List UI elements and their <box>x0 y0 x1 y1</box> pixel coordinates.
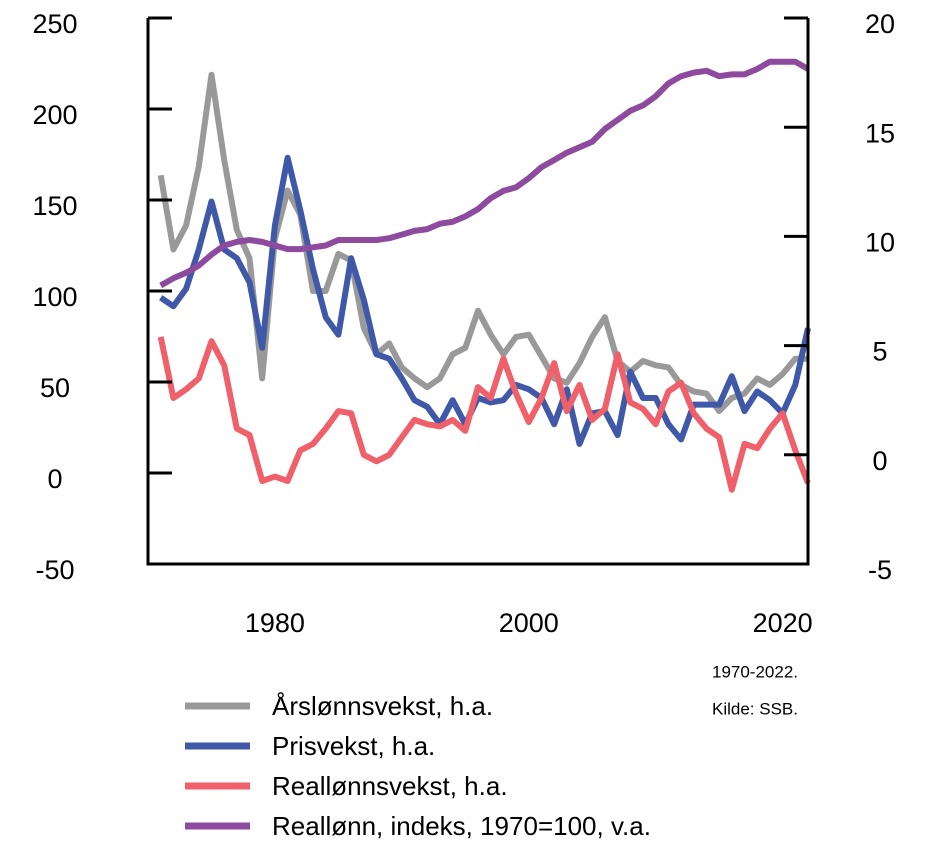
legend-label: Årslønnsvekst, h.a. <box>272 691 493 721</box>
legend-label: Reallønn, indeks, 1970=100, v.a. <box>272 811 651 841</box>
y2-tick-label: 10 <box>865 228 895 258</box>
series-line <box>159 154 811 447</box>
y-tick-label: 200 <box>32 100 77 130</box>
y-tick-label: 0 <box>47 464 62 494</box>
x-tick-label: 2020 <box>753 608 813 638</box>
y-tick-label: 150 <box>32 191 77 221</box>
y2-tick-label: 5 <box>872 337 887 367</box>
y2-tick-label: 15 <box>865 118 895 148</box>
x-tick-label: 1980 <box>245 608 305 638</box>
y2-tick-label: 0 <box>872 446 887 476</box>
y-tick-label: 50 <box>40 373 70 403</box>
x-tick-label: 2000 <box>499 608 559 638</box>
y2-tick-label: 20 <box>865 9 895 39</box>
series-line <box>157 336 811 493</box>
y-tick-label: 250 <box>32 9 77 39</box>
legend-label: Prisvekst, h.a. <box>272 731 435 761</box>
note: 1970-2022. <box>712 662 798 681</box>
y-tick-label: -50 <box>35 555 74 585</box>
y-tick-label: 100 <box>32 282 77 312</box>
y2-tick-label: -5 <box>868 555 892 585</box>
note: Kilde: SSB. <box>712 699 798 718</box>
series-line <box>159 58 810 289</box>
legend-label: Reallønnsvekst, h.a. <box>272 771 508 801</box>
